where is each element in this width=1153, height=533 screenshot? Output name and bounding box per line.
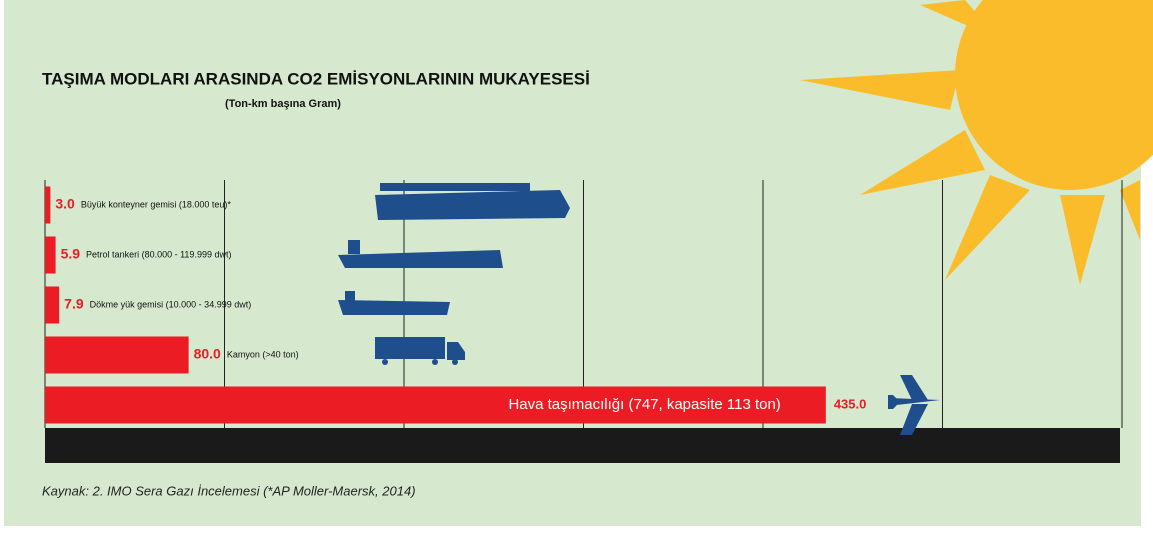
chart-subtitle: (Ton-km başına Gram) <box>225 98 341 110</box>
source: Kaynak: 2. IMO Sera Gazı İncelemesi (*AP… <box>42 483 416 498</box>
category-label: Petrol tankeri (80.000 - 119.999 dwt) <box>86 249 231 259</box>
value-label: 80.0 <box>194 346 221 362</box>
value-label: 3.0 <box>55 196 75 212</box>
category-label: Hava taşımacılığı (747, kapasite 113 ton… <box>508 396 780 413</box>
sun <box>800 0 1153 285</box>
bar <box>45 186 51 224</box>
bar <box>45 286 60 324</box>
category-label: Dökme yük gemisi (10.000 - 34.999 dwt) <box>90 299 252 309</box>
bar <box>45 386 826 424</box>
value-label: 7.9 <box>64 296 84 312</box>
value-label: 435.0 <box>834 396 867 411</box>
value-label: 5.9 <box>61 246 81 262</box>
category-label: Büyük konteyner gemisi (18.000 teu)* <box>81 199 232 209</box>
bar <box>45 236 56 274</box>
category-label: Kamyon (>40 ton) <box>227 349 299 359</box>
ground-band <box>45 428 1120 463</box>
chart-title: TAŞIMA MODLARI ARASINDA CO2 EMİSYONLARIN… <box>42 69 590 88</box>
bar <box>45 336 189 374</box>
icons <box>338 183 940 435</box>
